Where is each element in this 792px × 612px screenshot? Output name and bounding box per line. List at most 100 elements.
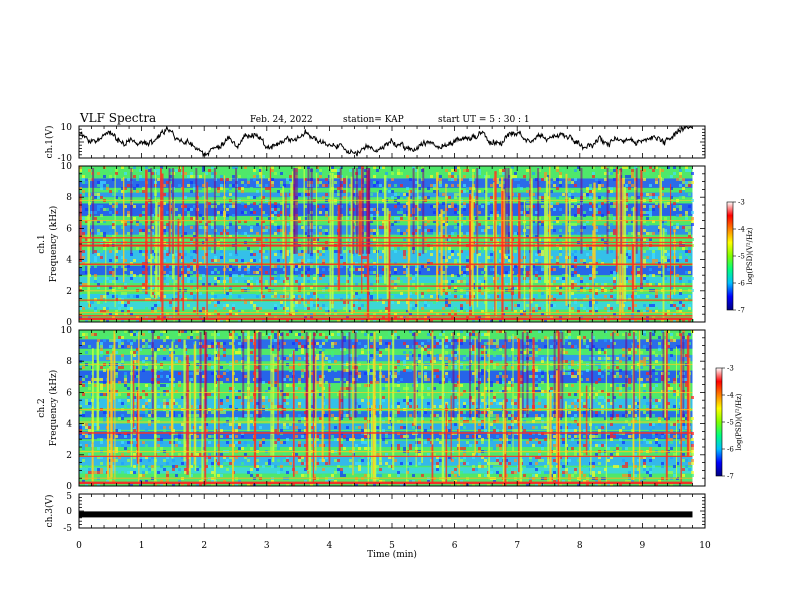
spectrogram-cell [514, 178, 517, 181]
spectrogram-cell [142, 405, 145, 408]
spectrogram-cell [157, 393, 160, 396]
spectrogram-cell [265, 366, 268, 369]
spectrogram-cell [295, 348, 298, 351]
spectrogram-cell [361, 429, 364, 432]
spectrogram-cell [430, 247, 433, 250]
spectrogram-streak [523, 201, 526, 312]
spectrogram-cell [577, 190, 580, 193]
spectrogram-cell [385, 378, 388, 381]
spectrogram-cell [586, 298, 589, 301]
spectrogram-cell [181, 483, 184, 486]
spectrogram-cell [127, 411, 130, 414]
spectrogram-cell [679, 196, 682, 199]
spectrogram-cell [115, 372, 118, 375]
spectrogram-cell [286, 178, 289, 181]
spectrogram-streak [331, 172, 334, 309]
spectrogram-cell [121, 220, 124, 223]
spectrogram-cell [583, 211, 586, 214]
spectrogram-cell [208, 456, 211, 459]
spectrogram-cell [343, 336, 346, 339]
spectrogram-cell [337, 468, 340, 471]
spectrogram-cell [394, 313, 397, 316]
spectrogram-cell [637, 247, 640, 250]
spectrogram-cell [109, 313, 112, 316]
spectrogram-cell [142, 238, 145, 241]
spectrogram-cell [430, 295, 433, 298]
spectrogram-cell [355, 301, 358, 304]
spectrogram-cell [337, 193, 340, 196]
spectrogram-cell [649, 214, 652, 217]
spectrogram-cell [394, 286, 397, 289]
spectrogram-cell [385, 417, 388, 420]
spectrogram-streak [476, 204, 479, 308]
spectrogram-cell [208, 313, 211, 316]
spectrogram-cell [496, 256, 499, 259]
spectrogram-cell [193, 232, 196, 235]
spectrogram-cell [523, 175, 526, 178]
spectrogram-cell [217, 301, 220, 304]
spectrogram-cell [100, 351, 103, 354]
spectrogram-cell [364, 169, 367, 172]
spectrogram-cell [343, 348, 346, 351]
spectrogram-cell [499, 286, 502, 289]
spectrogram-cell [235, 480, 238, 483]
spectrogram-cell [628, 307, 631, 310]
spectrogram-cell [370, 247, 373, 250]
spectrogram-cell [631, 313, 634, 316]
frequency-tick-label: 10 [61, 162, 73, 172]
spectrogram-cell [193, 250, 196, 253]
spectrogram-cell [394, 280, 397, 283]
spectrogram-cell [274, 316, 277, 319]
spectrogram-cell [307, 292, 310, 295]
spectrogram-cell [346, 217, 349, 220]
spectrogram-cell [388, 172, 391, 175]
spectrogram-cell [328, 360, 331, 363]
spectrogram-cell [535, 259, 538, 262]
spectrogram-cell [196, 402, 199, 405]
spectrogram-streak [358, 190, 361, 255]
spectrogram-cell [394, 366, 397, 369]
spectrogram-cell [514, 175, 517, 178]
spectrogram-cell [241, 462, 244, 465]
spectrogram-band [79, 411, 693, 418]
spectrogram-cell [79, 405, 82, 408]
spectrogram-cell [118, 393, 121, 396]
spectrogram-cell [145, 342, 148, 345]
spectrogram-cell [121, 226, 124, 229]
spectrogram-cell [532, 307, 535, 310]
spectrogram-cell [79, 187, 82, 190]
spectrogram-cell [580, 259, 583, 262]
spectrogram-cell [115, 202, 118, 205]
spectrogram-cell [376, 330, 379, 333]
spectrogram-cell [448, 283, 451, 286]
spectrogram-cell [136, 178, 139, 181]
spectrogram-cell [238, 441, 241, 444]
spectrogram-streak [376, 191, 379, 302]
spectrogram-cell [643, 277, 646, 280]
spectrogram-cell [172, 429, 175, 432]
spectrogram-cell [649, 196, 652, 199]
spectrogram-streak [471, 190, 474, 306]
spectrogram-cell [532, 298, 535, 301]
spectrogram-cell [418, 271, 421, 274]
spectrogram-cell [286, 175, 289, 178]
spectrogram-cell [406, 253, 409, 256]
spectrogram-cell [397, 381, 400, 384]
spectrogram-cell [178, 414, 181, 417]
spectrogram-cell [106, 336, 109, 339]
spectrogram-cell [259, 250, 262, 253]
spectrogram-cell [103, 280, 106, 283]
spectrogram-cell [175, 208, 178, 211]
spectrogram-cell [352, 274, 355, 277]
spectrogram-cell [340, 468, 343, 471]
spectrogram-cell [151, 286, 154, 289]
spectrogram-line [79, 299, 693, 301]
spectrogram-cell [166, 232, 169, 235]
spectrogram-cell [127, 387, 130, 390]
spectrogram-cell [103, 384, 106, 387]
spectrogram-cell [253, 202, 256, 205]
spectrogram-cell [379, 336, 382, 339]
spectrogram-cell [370, 214, 373, 217]
spectrogram-cell [535, 196, 538, 199]
spectrogram-cell [271, 265, 274, 268]
